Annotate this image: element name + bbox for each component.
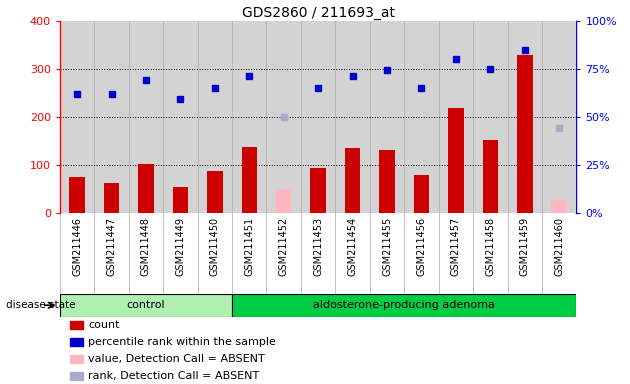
Bar [232,294,576,317]
Text: control: control [127,300,165,310]
Text: GSM211450: GSM211450 [210,217,220,276]
Text: disease state: disease state [6,300,76,310]
Text: GSM211460: GSM211460 [554,217,564,276]
Text: aldosterone-producing adenoma: aldosterone-producing adenoma [313,300,495,310]
Bar [138,164,154,213]
Bar [483,140,498,213]
Text: GSM211449: GSM211449 [175,217,185,276]
Text: GSM211451: GSM211451 [244,217,255,276]
Bar [70,355,83,363]
Bar [241,147,257,213]
Text: GSM211456: GSM211456 [416,217,427,276]
Bar [207,171,222,213]
Bar [276,189,292,213]
Text: count: count [88,320,120,330]
Text: GSM211459: GSM211459 [520,217,530,276]
Bar [70,321,83,329]
Text: GSM211448: GSM211448 [141,217,151,276]
Bar [345,148,360,213]
Bar [60,294,232,317]
Title: GDS2860 / 211693_at: GDS2860 / 211693_at [242,6,394,20]
Bar [517,55,532,213]
Bar [311,167,326,213]
Text: percentile rank within the sample: percentile rank within the sample [88,337,276,347]
Bar [551,200,567,213]
Text: GSM211458: GSM211458 [485,217,495,276]
Text: value, Detection Call = ABSENT: value, Detection Call = ABSENT [88,354,265,364]
Text: GSM211455: GSM211455 [382,217,392,276]
Text: GSM211454: GSM211454 [348,217,358,276]
Text: GSM211447: GSM211447 [106,217,117,276]
Bar [448,108,464,213]
Bar [70,372,83,380]
Bar [70,338,83,346]
Bar [414,175,429,213]
Text: GSM211452: GSM211452 [278,217,289,276]
Text: GSM211446: GSM211446 [72,217,82,276]
Bar [173,187,188,213]
Text: GSM211457: GSM211457 [451,217,461,276]
Bar [69,177,85,213]
Text: GSM211453: GSM211453 [313,217,323,276]
Bar [379,150,395,213]
Text: rank, Detection Call = ABSENT: rank, Detection Call = ABSENT [88,371,260,381]
Bar [104,184,119,213]
